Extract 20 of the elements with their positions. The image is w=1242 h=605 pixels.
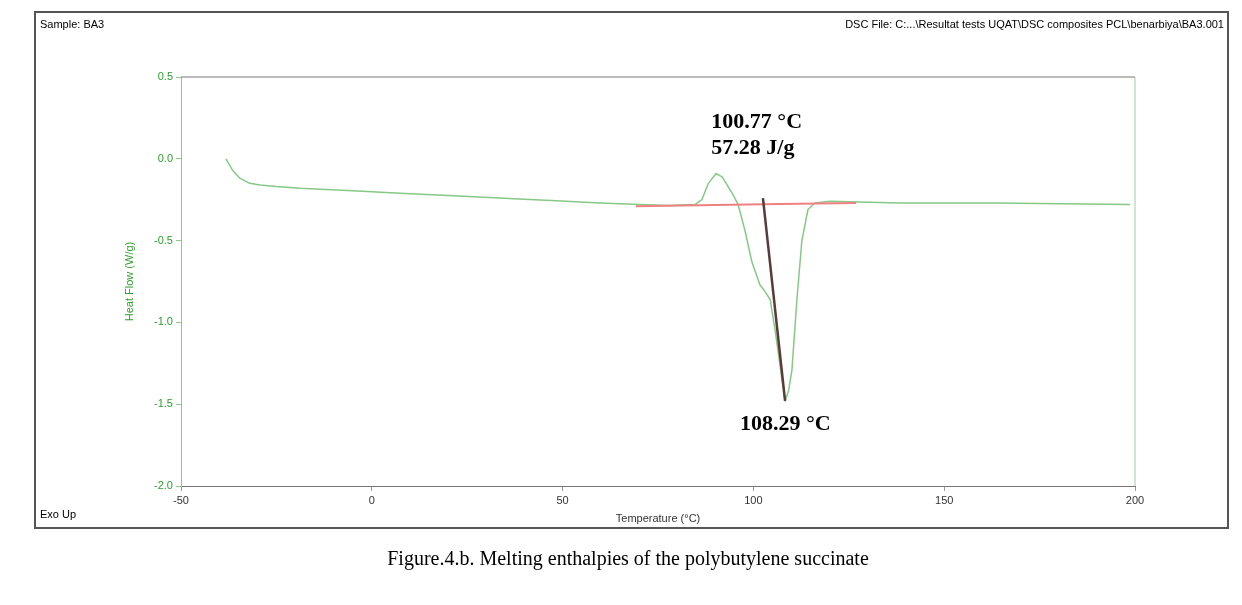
x-axis-title: Temperature (°C) [615, 512, 701, 525]
y-tick-label: 0.0 [157, 151, 173, 164]
x-tick-label: 150 [935, 493, 954, 506]
text: Exo Up [40, 508, 77, 520]
x-tick-label: 100 [744, 493, 763, 506]
y-tick-label: -1.0 [154, 315, 173, 328]
x-tick-label: -50 [173, 493, 189, 506]
annotation: 100.77 °C 57.28 J/g [711, 107, 803, 159]
y-tick-label: -2.0 [154, 479, 173, 492]
y-axis-title: Heat Flow (W/g) [122, 241, 135, 322]
y-tick-label: 0.5 [157, 70, 173, 83]
x-tick-label: 200 [1125, 493, 1145, 506]
y-tick-label: -1.5 [154, 397, 173, 410]
text: Figure.4.b. Melting enthalpies of the polybutylene succinate [387, 547, 869, 571]
x-tick-label: 50 [556, 493, 569, 506]
x-tick-label: 0 [368, 493, 375, 506]
annotation: 108.29 °C [740, 409, 831, 435]
text: Sample: BA3 [40, 18, 105, 30]
y-tick-label: -0.5 [154, 233, 173, 246]
text: DSC File: C:...\Resultat tests UQAT\DSC composites PCL\benarbiya\BA3.001 [845, 18, 1224, 30]
